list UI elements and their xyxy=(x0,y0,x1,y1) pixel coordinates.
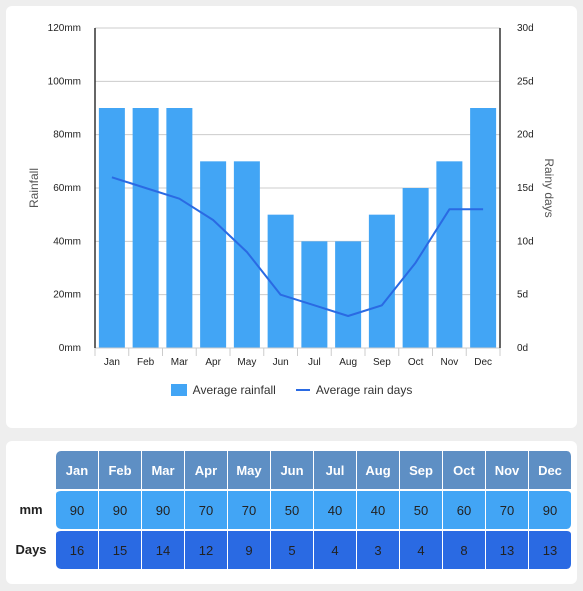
bar-jul xyxy=(301,241,328,348)
y-tick-label: 20mm xyxy=(53,290,81,301)
table-row-mm: mm 90 90 90 70 70 50 40 40 50 60 70 90 xyxy=(6,489,572,529)
bar-feb xyxy=(132,108,159,348)
x-tick-label: Aug xyxy=(339,357,357,368)
x-tick-label: Apr xyxy=(205,357,221,368)
table-cell-mm-nov: 70 xyxy=(486,489,529,529)
bar-may xyxy=(233,161,260,348)
bar-dec xyxy=(470,108,497,348)
bar-aug xyxy=(335,241,362,348)
bar-mar xyxy=(166,108,193,348)
line-rain-days xyxy=(111,176,484,317)
table-header-row: Jan Feb Mar Apr May Jun Jul Aug Sep Oct Nov Dec xyxy=(6,451,572,489)
x-tick-label: May xyxy=(237,357,256,368)
table-header-apr: Apr xyxy=(185,451,228,489)
table-cell-mm-oct: 60 xyxy=(443,489,486,529)
table-cell-days-jun: 5 xyxy=(271,529,314,569)
table-cell-mm-may: 70 xyxy=(228,489,271,529)
y2-tick-label: 30d xyxy=(517,23,534,34)
table-cell-days-feb: 15 xyxy=(99,529,142,569)
table-header-oct: Oct xyxy=(443,451,486,489)
y2-tick-label: 10d xyxy=(517,236,534,247)
table-cell-days-nov: 13 xyxy=(486,529,529,569)
x-tick-label: Mar xyxy=(171,357,189,368)
y2-tick-label: 20d xyxy=(517,130,534,141)
bar-jan xyxy=(98,108,125,348)
bar-apr xyxy=(200,161,227,348)
table-cell-mm-apr: 70 xyxy=(185,489,228,529)
table-header-aug: Aug xyxy=(357,451,400,489)
table-cell-mm-sep: 50 xyxy=(400,489,443,529)
table-header-sep: Sep xyxy=(400,451,443,489)
y2-tick-label: 5d xyxy=(517,290,528,301)
table-cell-days-may: 9 xyxy=(228,529,271,569)
y2-axis-title: Rainy days xyxy=(542,158,556,217)
y-tick-label: 60mm xyxy=(53,183,81,194)
legend-label-days: Average rain days xyxy=(315,383,413,397)
climate-table: Jan Feb Mar Apr May Jun Jul Aug Sep Oct Nov Dec mm … xyxy=(6,451,572,569)
x-tick-label: Dec xyxy=(474,357,492,368)
x-tick-label: Jul xyxy=(308,357,321,368)
table-header-dec: Dec xyxy=(529,451,572,489)
table-cell-days-sep: 4 xyxy=(400,529,443,569)
y-tick-label: 100mm xyxy=(48,76,81,87)
table-cell-mm-jan: 90 xyxy=(56,489,99,529)
table-header-mar: Mar xyxy=(142,451,185,489)
table-cell-mm-aug: 40 xyxy=(357,489,400,529)
x-tick-label: Jan xyxy=(104,357,120,368)
x-tick-label: Sep xyxy=(373,357,391,368)
bar-oct xyxy=(402,188,429,348)
legend-label-rainfall: Average rainfall xyxy=(192,383,276,397)
y2-tick-label: 15d xyxy=(517,183,534,194)
y2-tick-label: 25d xyxy=(517,76,534,87)
table-cell-mm-jul: 40 xyxy=(314,489,357,529)
legend-item-rainfall[interactable]: Average rainfall xyxy=(170,383,276,397)
table-header-jun: Jun xyxy=(271,451,314,489)
table-cell-days-oct: 8 xyxy=(443,529,486,569)
x-tick-label: Oct xyxy=(408,357,424,368)
table-cell-mm-jun: 50 xyxy=(271,489,314,529)
y-tick-label: 80mm xyxy=(53,130,81,141)
table-cell-days-jul: 4 xyxy=(314,529,357,569)
y2-tick-label: 0d xyxy=(517,343,528,354)
chart-legend: Average rainfall Average rain days xyxy=(0,383,583,397)
table-header-may: May xyxy=(228,451,271,489)
table-cell-mm-mar: 90 xyxy=(142,489,185,529)
bar-sep xyxy=(368,214,395,348)
table-corner xyxy=(6,451,56,489)
table-cell-mm-dec: 90 xyxy=(529,489,572,529)
table-cell-days-apr: 12 xyxy=(185,529,228,569)
bar-jun xyxy=(267,214,294,348)
table-cell-days-aug: 3 xyxy=(357,529,400,569)
y-axis-title: Rainfall xyxy=(27,168,41,208)
table-cell-mm-feb: 90 xyxy=(99,489,142,529)
row-label-mm: mm xyxy=(19,501,43,517)
table-header-nov: Nov xyxy=(486,451,529,489)
table-header-jan: Jan xyxy=(56,451,99,489)
bar-nov xyxy=(436,161,463,348)
x-tick-label: Nov xyxy=(440,357,458,368)
legend-swatch-bar xyxy=(170,384,187,396)
x-tick-label: Feb xyxy=(137,357,155,368)
table-row-days: Days 16 15 14 12 9 5 4 3 4 8 13 13 xyxy=(6,529,572,569)
y-tick-label: 0mm xyxy=(59,343,81,354)
table-cell-days-mar: 14 xyxy=(142,529,185,569)
table-header-feb: Feb xyxy=(99,451,142,489)
legend-swatch-line xyxy=(295,389,310,391)
rainfall-chart: 0mm 20mm 40mm 60mm 80mm 100mm 120mm 0d 5d 10d 15d 2… xyxy=(27,23,556,368)
legend-item-days[interactable]: Average rain days xyxy=(295,383,413,397)
row-label-days: Days xyxy=(15,541,47,557)
y-tick-label: 40mm xyxy=(53,236,81,247)
table-header-jul: Jul xyxy=(314,451,357,489)
y-tick-label: 120mm xyxy=(48,23,81,34)
x-tick-label: Jun xyxy=(273,357,289,368)
table-cell-days-dec: 13 xyxy=(529,529,572,569)
table-cell-days-jan: 16 xyxy=(56,529,99,569)
